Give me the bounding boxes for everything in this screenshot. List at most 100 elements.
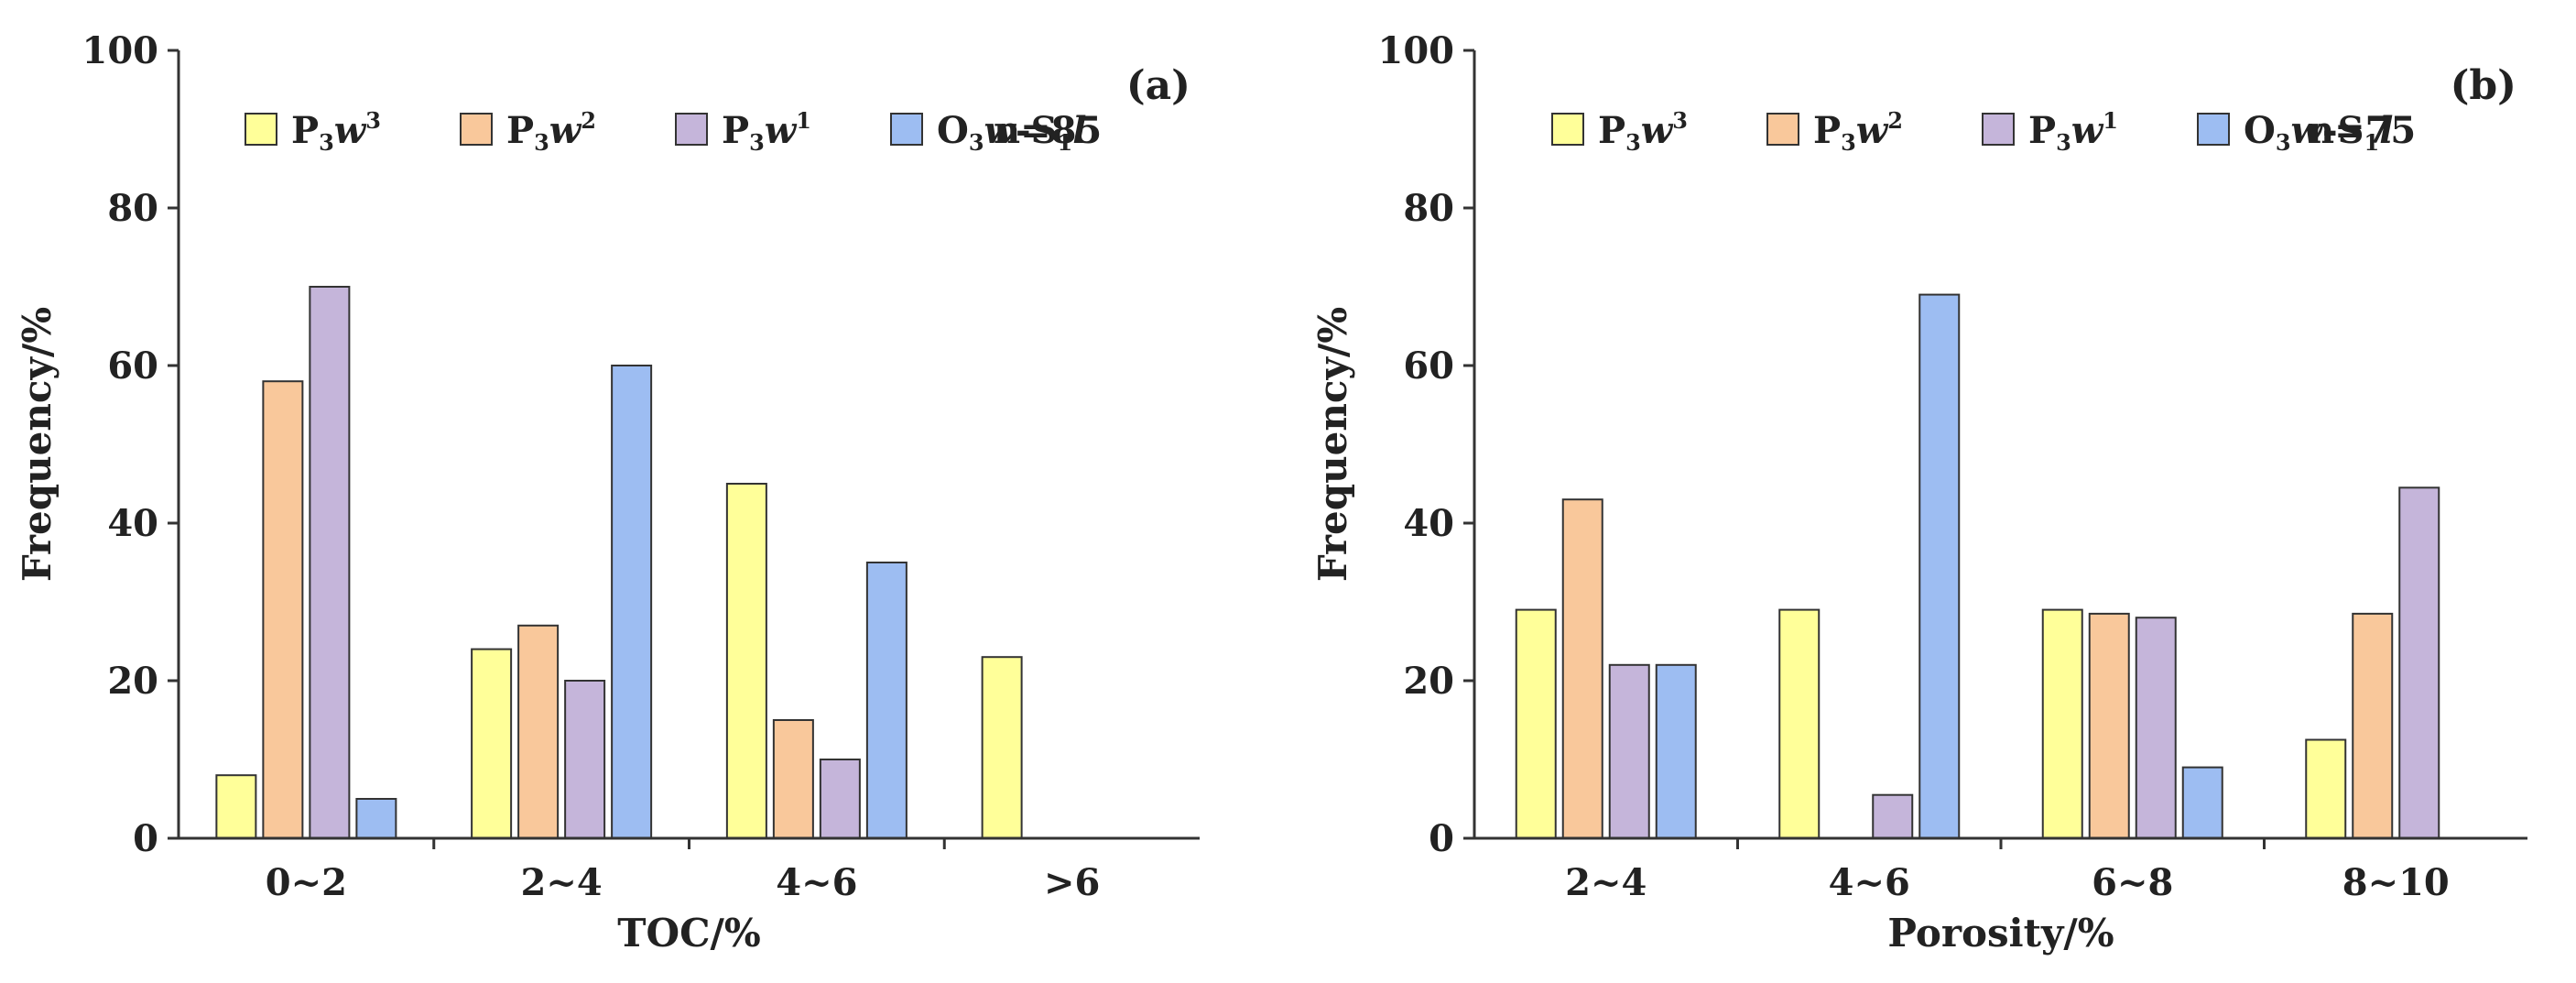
bar-P3w3-8~10	[2305, 738, 2347, 839]
legend-base: P	[2028, 109, 2056, 152]
bar-P3w3->6	[981, 656, 1023, 840]
legend-subscript: 3	[969, 129, 984, 156]
legend-label: P3w1	[2028, 107, 2118, 156]
legend-base: O	[937, 109, 969, 152]
bar-P3w3-2~4	[471, 648, 513, 839]
legend-subscript: 3	[1625, 129, 1641, 156]
legend-swatch	[1982, 113, 2015, 146]
bar-P3w1-0~2	[309, 286, 351, 839]
legend-swatch	[890, 113, 923, 146]
x-tick-label: 4~6	[1829, 861, 1910, 904]
chart-panel-a: 0 20 40 60 80 100 0~2 2~4 4~6 >6 TOC/% Frequency/% (…	[15, 29, 1200, 956]
x-axis-title: Porosity/%	[1887, 911, 2114, 956]
legend-italic: l	[1072, 109, 1086, 152]
legend-subscript: 1	[2364, 129, 2379, 156]
bar-P3w2-0~2	[262, 380, 304, 839]
legend-italic: w	[765, 109, 798, 152]
y-tick-label: 60	[107, 344, 158, 388]
legend-italic: w	[334, 109, 367, 152]
legend-italic: l	[2379, 109, 2393, 152]
legend-base: P	[506, 109, 534, 152]
bar-P3w3-4~6	[1778, 608, 1821, 839]
bar-P3w1-8~10	[2398, 486, 2440, 839]
legend-subscript: 3	[2276, 129, 2291, 156]
bar-P3w1-2~4	[564, 680, 606, 839]
sample-count: n=75	[2308, 109, 2416, 152]
y-tick-label: 20	[107, 660, 158, 703]
legend-superscript: 1	[2103, 107, 2118, 134]
legend-superscript: 3	[1672, 107, 1688, 134]
legend-base: P	[1813, 109, 1841, 152]
legend-subscript: 3	[1841, 129, 1856, 156]
legend-superscript: 2	[1887, 107, 1903, 134]
bar-P3w3-2~4	[1515, 608, 1557, 839]
panel-label: (a)	[1126, 62, 1190, 109]
legend-swatch	[460, 113, 493, 146]
legend-label: P3w2	[1813, 107, 1903, 156]
legend-label: P3w3	[1598, 107, 1688, 156]
bar-P3w2-4~6	[772, 719, 814, 839]
legend-swatch	[245, 113, 277, 146]
legend-mid: -S	[2322, 109, 2364, 152]
legend-italic: w	[549, 109, 582, 152]
legend-label: P3w2	[506, 107, 596, 156]
panel-label: (b)	[2451, 62, 2516, 109]
x-tick-label: 6~8	[2092, 861, 2173, 904]
bar-O3w-S1l-2~4	[1655, 663, 1697, 839]
y-tick-label: 40	[107, 502, 158, 545]
y-tick-label: 100	[82, 29, 159, 72]
x-tick-label: 4~6	[776, 861, 857, 904]
bar-O3w-S1l-6~8	[2181, 766, 2223, 839]
legend-label: O3w-S1l	[2244, 109, 2393, 156]
bar-O3w-S1l-0~2	[355, 798, 397, 839]
legend-swatch	[2197, 113, 2230, 146]
y-tick-label: 0	[133, 817, 158, 860]
legend-base: O	[2244, 109, 2276, 152]
x-tick-label: 0~2	[266, 861, 347, 904]
y-tick-label: 0	[1429, 817, 1454, 860]
sample-count: n=85	[994, 109, 1102, 152]
bar-P3w3-6~8	[2041, 608, 2083, 839]
bar-P3w3-4~6	[725, 483, 767, 839]
legend-label: P3w1	[722, 107, 811, 156]
y-tick-label: 20	[1403, 660, 1454, 703]
legend-italic: w	[2071, 109, 2104, 152]
y-tick-label: 100	[1378, 29, 1455, 72]
legend-italic: w	[1641, 109, 1674, 152]
y-axis-title: Frequency/%	[1310, 307, 1355, 582]
legend-superscript: 1	[796, 107, 811, 134]
bar-P3w2-2~4	[1561, 498, 1603, 839]
y-axis-title: Frequency/%	[15, 307, 60, 582]
legend-subscript: 1	[1057, 129, 1072, 156]
legend-subscript: 3	[749, 129, 765, 156]
x-tick-label: 8~10	[2342, 861, 2450, 904]
bar-O3w-S1l-4~6	[865, 562, 908, 839]
legend-label: O3w-S1l	[937, 109, 1086, 156]
bar-P3w2-6~8	[2088, 612, 2130, 840]
y-tick-label: 80	[107, 187, 158, 230]
legend-superscript: 2	[581, 107, 596, 134]
legend-label: P3w3	[291, 107, 381, 156]
bar-P3w1-4~6	[1872, 793, 1914, 840]
legend-swatch	[1766, 113, 1799, 146]
bar-P3w2-2~4	[517, 624, 560, 839]
legend-italic: w	[1856, 109, 1889, 152]
x-tick-label: >6	[1044, 861, 1100, 904]
legend-base: P	[722, 109, 749, 152]
legend-italic: w	[2291, 109, 2324, 152]
x-tick-label: 2~4	[1565, 861, 1647, 904]
bar-O3w-S1l-2~4	[611, 365, 653, 839]
legend-subscript: 3	[534, 129, 549, 156]
y-tick-label: 80	[1403, 187, 1454, 230]
legend-superscript: 3	[365, 107, 381, 134]
chart-panel-b: 0 20 40 60 80 100 2~4 4~6 6~8 8~10 Porosity/% Frequ…	[1310, 29, 2527, 956]
legend-mid: -S	[1016, 109, 1058, 152]
bar-P3w1-6~8	[2135, 617, 2177, 840]
bar-P3w1-2~4	[1608, 663, 1650, 839]
legend-subscript: 3	[2056, 129, 2071, 156]
legend-base: P	[1598, 109, 1625, 152]
bar-P3w1-4~6	[819, 759, 861, 839]
